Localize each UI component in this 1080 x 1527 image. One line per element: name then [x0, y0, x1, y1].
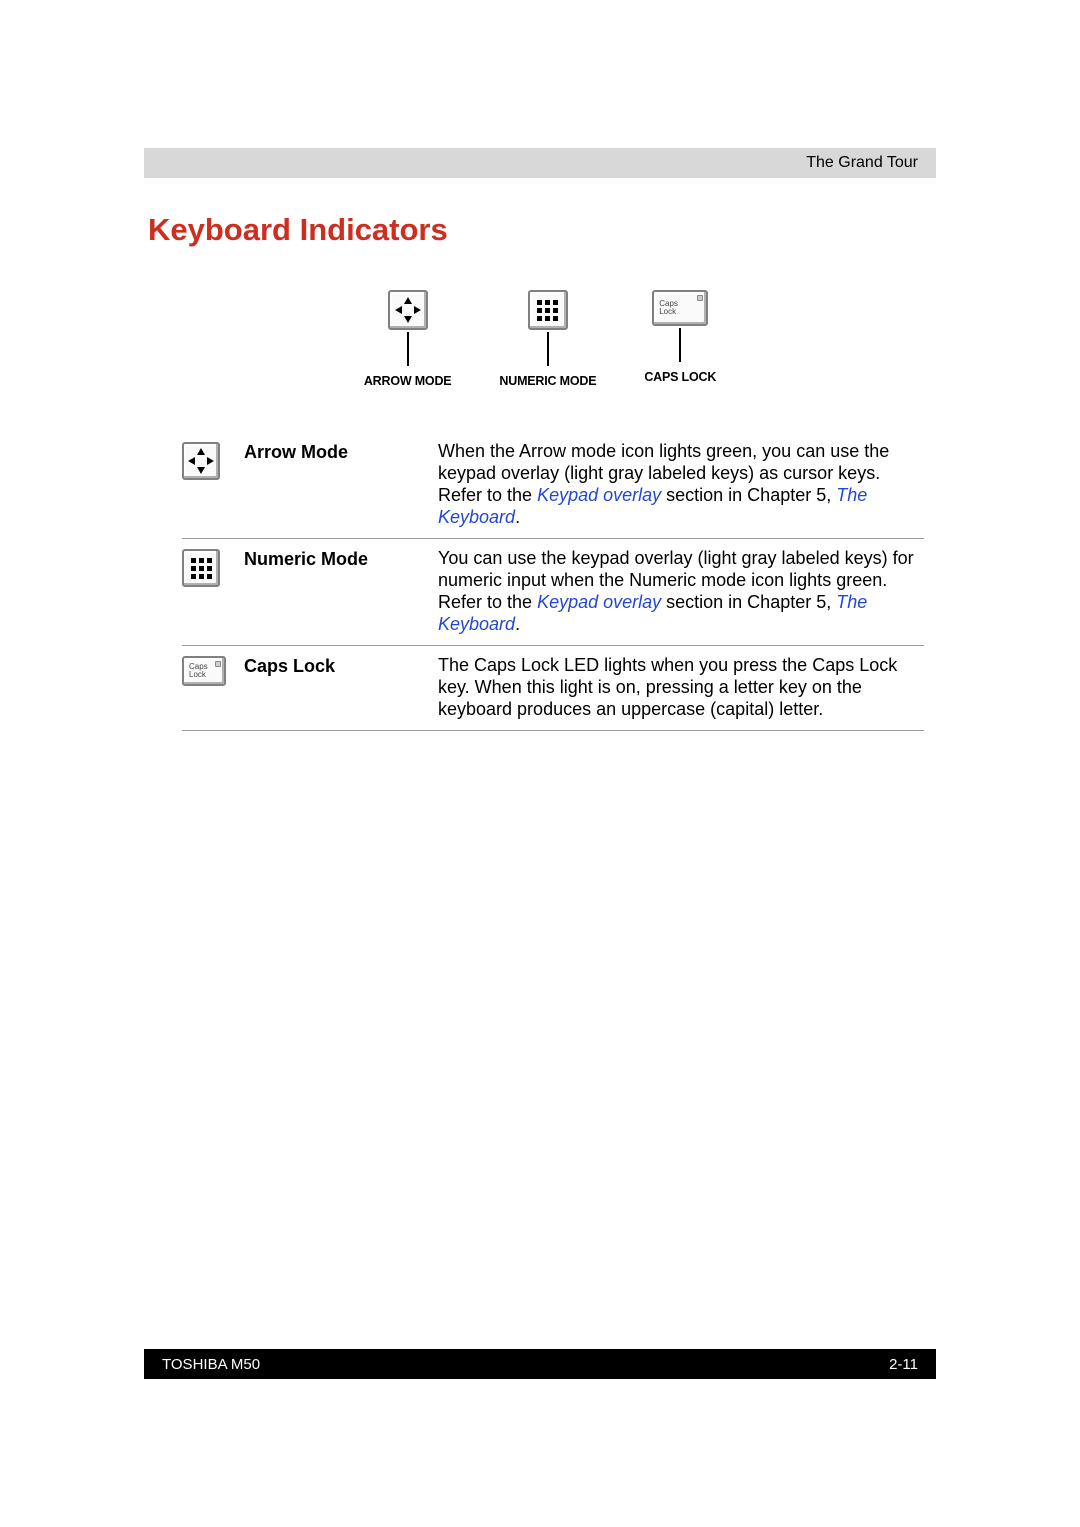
callout-line	[679, 328, 681, 362]
callout-line	[407, 332, 409, 366]
arrow-mode-key-icon	[388, 290, 428, 330]
desc-text: section in Chapter 5,	[661, 592, 836, 612]
row-label: Numeric Mode	[238, 547, 438, 570]
arrow-mode-key-icon	[182, 442, 220, 480]
desc-text: .	[515, 507, 520, 527]
link-keypad-overlay[interactable]: Keypad overlay	[537, 485, 661, 505]
row-icon-cell	[182, 440, 238, 480]
caps-key-label: CapsLock	[659, 300, 678, 316]
page-title: Keyboard Indicators	[148, 212, 936, 248]
caps-key-label: CapsLock	[189, 663, 208, 679]
diagram-caption: CAPS LOCK	[644, 370, 716, 384]
numeric-glyph-icon	[191, 558, 212, 579]
footer-model: TOSHIBA M50	[162, 1356, 260, 1373]
numeric-glyph-icon	[537, 300, 558, 321]
desc-text: The Caps Lock LED lights when you press …	[438, 655, 897, 719]
numeric-mode-key-icon	[182, 549, 220, 587]
row-icon-cell	[182, 547, 238, 587]
indicator-table: Arrow Mode When the Arrow mode icon ligh…	[182, 432, 924, 731]
numeric-mode-key-icon	[528, 290, 568, 330]
header-bar: The Grand Tour	[144, 148, 936, 178]
row-description: The Caps Lock LED lights when you press …	[438, 654, 924, 720]
diagram-caption: NUMERIC MODE	[499, 374, 596, 388]
chapter-name: The Grand Tour	[806, 154, 918, 172]
caps-lock-key-icon: CapsLock	[652, 290, 708, 326]
caps-led-icon	[215, 661, 221, 667]
diagram-caption: ARROW MODE	[364, 374, 452, 388]
link-keypad-overlay[interactable]: Keypad overlay	[537, 592, 661, 612]
footer-bar: TOSHIBA M50 2-11	[144, 1349, 936, 1379]
table-row: Numeric Mode You can use the keypad over…	[182, 539, 924, 646]
caps-led-icon	[697, 295, 703, 301]
diagram-row: ARROW MODE NUMERIC MODE CapsLock	[364, 290, 716, 388]
desc-text: section in Chapter 5,	[661, 485, 836, 505]
row-icon-cell: CapsLock	[182, 654, 238, 686]
diagram-item-caps: CapsLock CAPS LOCK	[644, 290, 716, 384]
row-description: When the Arrow mode icon lights green, y…	[438, 440, 924, 528]
page: The Grand Tour Keyboard Indicators ARROW…	[144, 148, 936, 1379]
table-row: Arrow Mode When the Arrow mode icon ligh…	[182, 432, 924, 539]
row-label: Arrow Mode	[238, 440, 438, 463]
row-label: Caps Lock	[238, 654, 438, 677]
row-description: You can use the keypad overlay (light gr…	[438, 547, 924, 635]
diagram-item-arrow: ARROW MODE	[364, 290, 452, 388]
callout-line	[547, 332, 549, 366]
indicator-diagram: ARROW MODE NUMERIC MODE CapsLock	[144, 290, 936, 388]
arrow-glyph-icon	[395, 297, 421, 323]
desc-text: .	[515, 614, 520, 634]
diagram-item-numeric: NUMERIC MODE	[499, 290, 596, 388]
caps-lock-key-icon: CapsLock	[182, 656, 226, 686]
table-row: CapsLock Caps Lock The Caps Lock LED lig…	[182, 646, 924, 731]
arrow-glyph-icon	[188, 448, 214, 474]
footer-page-number: 2-11	[889, 1356, 918, 1373]
